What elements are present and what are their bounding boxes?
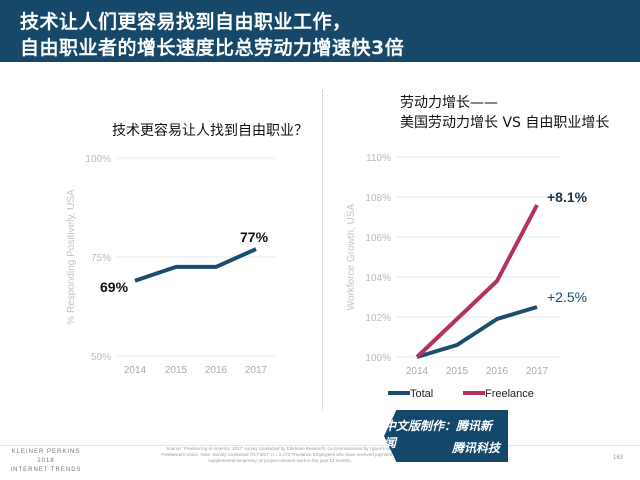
title-line-2: 自由职业者的增长速度比总劳动力增速快3倍 <box>20 37 405 59</box>
credit-line-2: 腾讯科技 <box>451 441 500 455</box>
x-tick-label: 2017 <box>526 366 549 377</box>
data-label-total: +2.5% <box>547 289 587 305</box>
y-tick-label: 100% <box>85 154 111 165</box>
y-tick-label: 50% <box>91 352 111 363</box>
y-tick-label: 110% <box>366 153 391 164</box>
right-chart-title-1: 劳动力增长—— <box>400 95 498 111</box>
kp-logo: KLEINER PERKINS 2018 INTERNET TRENDS <box>6 448 86 475</box>
x-tick-label: 2014 <box>406 366 429 377</box>
y-tick-label: 104% <box>365 273 391 284</box>
page-number: 163 <box>613 455 624 461</box>
x-tick-label: 2015 <box>446 366 469 377</box>
y-tick-label: 108% <box>365 193 391 204</box>
series-line-total <box>416 305 538 359</box>
credit-banner: 中文版制作：腾讯新闻 腾讯科技 <box>384 410 508 462</box>
x-tick-label: 2015 <box>165 365 188 376</box>
kp-year: 2018 <box>37 458 55 464</box>
kp-report: INTERNET TRENDS <box>10 467 82 473</box>
y-axis-label: Workforce Growth, USA <box>346 203 357 310</box>
data-label-freelance: +8.1% <box>547 189 588 205</box>
data-label-2017: 77% <box>240 229 269 245</box>
y-axis-label: % Responding Positively, USA <box>66 189 77 325</box>
x-tick-label: 2014 <box>124 365 147 376</box>
series-line-freelance <box>415 204 539 359</box>
x-tick-label: 2016 <box>205 365 228 376</box>
series-line-responding-positively <box>134 247 257 283</box>
y-tick-label: 102% <box>365 313 391 324</box>
header-band: 技术让人们更容易找到自由职业工作， 自由职业者的增长速度比总劳动力增速快3倍 <box>0 0 640 62</box>
divider <box>322 90 323 410</box>
kp-name: KLEINER PERKINS <box>11 449 81 455</box>
title-line-1: 技术让人们更容易找到自由职业工作， <box>20 11 352 33</box>
legend-label: Freelance <box>485 388 534 400</box>
data-label-2014: 69% <box>100 279 129 295</box>
x-tick-label: 2016 <box>486 366 509 377</box>
footer-line <box>0 445 640 446</box>
y-tick-label: 106% <box>365 233 391 244</box>
left-chart-title: 技术更容易让人找到自由职业？ <box>112 123 308 139</box>
source-note: Source: 'Freelancing in America: 2017' s… <box>161 446 399 463</box>
x-tick-label: 2017 <box>245 365 268 376</box>
right-chart-title-2: 美国劳动力增长 VS 自由职业增长 <box>400 115 610 131</box>
y-tick-label: 75% <box>91 253 111 264</box>
y-tick-label: 100% <box>365 353 391 364</box>
legend-label: Total <box>410 388 433 400</box>
